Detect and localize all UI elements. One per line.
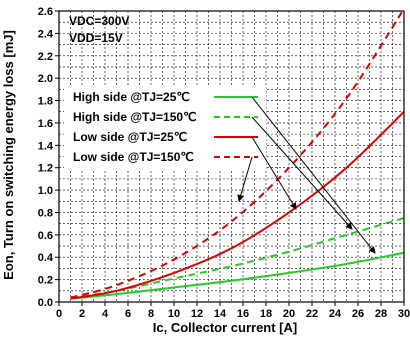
y-tick-label: 2.4 [38, 28, 54, 40]
y-axis-label: Eon, Turn on switching energy loss [mJ] [1, 30, 16, 280]
legend: High side @TJ=25℃ High side @TJ=150℃ Low… [64, 85, 266, 169]
legend-label-low-25: Low side @TJ=25℃ [73, 130, 187, 144]
legend-pointers [237, 96, 376, 254]
plot-border [58, 10, 405, 303]
pointer-low-25 [251, 136, 297, 210]
plot-frame [55, 10, 405, 306]
x-tick-label: 4 [102, 308, 109, 320]
legend-label-low-150: Low side @TJ=150℃ [73, 150, 194, 164]
x-tick-label: 20 [283, 308, 295, 320]
x-tick-label: 14 [214, 308, 227, 320]
x-tick-label: 2 [79, 308, 85, 320]
series-line-0 [70, 251, 404, 300]
y-tick-label: 1.6 [38, 118, 53, 130]
x-tick-label: 0 [56, 308, 62, 320]
series-line-1 [70, 217, 404, 299]
tick-labels: 0 2 4 6 8 10 12 14 16 18 20 22 24 26 28 300.00.20.40.60… [38, 6, 410, 320]
x-tick-label: 24 [329, 308, 342, 320]
y-tick-label: 0.6 [38, 230, 53, 242]
x-tick-label: 12 [191, 308, 203, 320]
x-tick-label: 6 [125, 308, 131, 320]
series-line-2 [70, 111, 404, 300]
y-tick-label: 0.4 [38, 252, 54, 264]
series-lines [70, 11, 404, 300]
x-axis-label: Ic, Collector current [A] [153, 320, 297, 335]
pointer-high-25 [251, 96, 376, 254]
x-tick-label: 26 [352, 308, 364, 320]
conditions-box: VDC=300V VDD=15V [69, 14, 129, 45]
x-tick-label: 28 [375, 308, 387, 320]
x-tick-label: 18 [260, 308, 272, 320]
y-tick-label: 0.8 [38, 207, 53, 219]
x-tick-label: 22 [306, 308, 318, 320]
legend-label-high-25: High side @TJ=25℃ [73, 90, 190, 104]
y-tick-label: 0.0 [38, 297, 53, 309]
series-line-3 [70, 11, 404, 299]
y-tick-label: 2.0 [38, 73, 53, 85]
legend-background [64, 85, 266, 169]
y-tick-label: 0.2 [38, 275, 53, 287]
y-tick-label: 2.2 [38, 51, 53, 63]
y-tick-label: 1.0 [38, 185, 53, 197]
x-tick-label: 30 [398, 308, 410, 320]
y-tick-label: 1.8 [38, 96, 53, 108]
condition-vdd: VDD=15V [69, 31, 123, 45]
pointer-high-150 [251, 116, 353, 230]
x-tick-label: 8 [148, 308, 154, 320]
y-tick-label: 1.2 [38, 163, 53, 175]
condition-vdc: VDC=300V [69, 14, 129, 28]
y-tick-label: 1.4 [38, 140, 54, 152]
legend-label-high-150: High side @TJ=150℃ [73, 110, 197, 124]
x-tick-label: 16 [237, 308, 249, 320]
y-tick-label: 2.6 [38, 6, 53, 18]
x-tick-label: 10 [168, 308, 180, 320]
pointer-low-150 [237, 156, 253, 202]
